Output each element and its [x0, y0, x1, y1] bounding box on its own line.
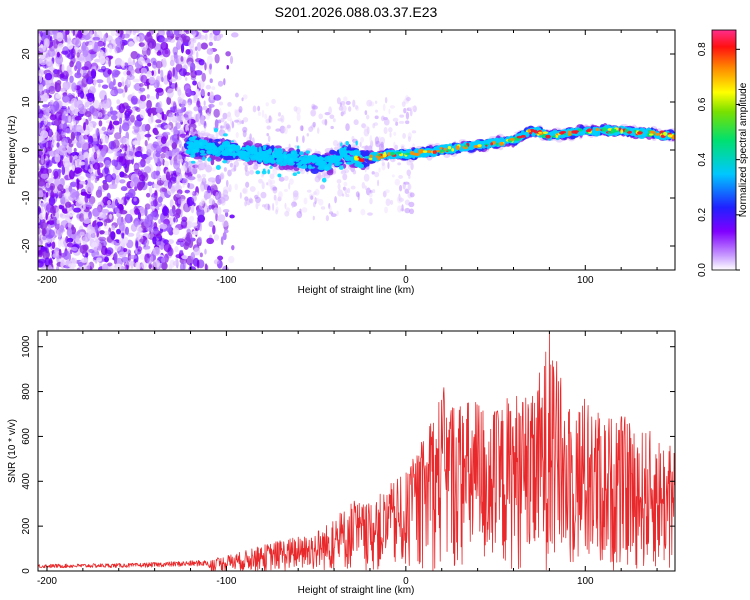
spectrogram-xtick-label: 100: [577, 275, 594, 286]
spectrogram-ytick-label: 10: [21, 96, 32, 108]
snr-ytick-label: 1000: [21, 335, 32, 358]
spectrogram-ytick-label: 0: [21, 147, 32, 153]
spectrogram-ytick-label: -10: [21, 190, 32, 205]
spectrogram-xtick-label: -200: [37, 275, 57, 286]
snr-ytick-label: 400: [21, 473, 32, 490]
colorbar-tick-label: 0.0: [697, 263, 708, 277]
spectrogram-xtick-label: -100: [216, 275, 236, 286]
snr-frame: [37, 330, 676, 572]
snr-ytick-label: 800: [21, 383, 32, 400]
spectrogram-ytick-label: 20: [21, 48, 32, 60]
snr-xtick-label: 0: [403, 576, 409, 587]
spectrogram-ytick-label: -20: [21, 238, 32, 253]
colorbar-ticks: 0.0 0.2 0.4 0.6 0.8: [697, 29, 740, 277]
figure-title: S201.2026.088.03.37.E23: [275, 4, 438, 20]
colorbar-tick-label: 0.6: [697, 97, 708, 111]
colorbar-tick-label: 0.8: [697, 42, 708, 56]
snr-xlabel: Height of straight line (km): [298, 585, 415, 596]
spectrogram-ylabel: Frequency (Hz): [7, 116, 18, 185]
spectrogram-xtick-label: 0: [403, 275, 409, 286]
snr-ytick-label: 200: [21, 517, 32, 534]
snr-series: [38, 331, 675, 571]
spectrogram-xlabel: Height of straight line (km): [298, 285, 415, 296]
snr-ylabel: SNR (10 * v/v): [7, 419, 18, 483]
snr-ytick-label: 600: [21, 428, 32, 445]
snr-xtick-label: -200: [37, 576, 57, 587]
colorbar: 0.0 0.2 0.4 0.6 0.8 Normalized spectral ampl…: [697, 29, 749, 277]
snr-xtick-label: -100: [216, 576, 236, 587]
colorbar-tick-label: 0.4: [697, 152, 708, 166]
colorbar-gradient: [712, 30, 736, 270]
colorbar-label: Normalized spectral amplitude: [738, 82, 749, 217]
colorbar-frame: [711, 29, 737, 271]
snr-ytick-label: 0: [21, 568, 32, 574]
colorbar-tick-label: 0.2: [697, 207, 708, 221]
spectrogram-image: [38, 30, 675, 270]
snr-line: [38, 331, 675, 571]
snr-xtick-label: 100: [577, 576, 594, 587]
